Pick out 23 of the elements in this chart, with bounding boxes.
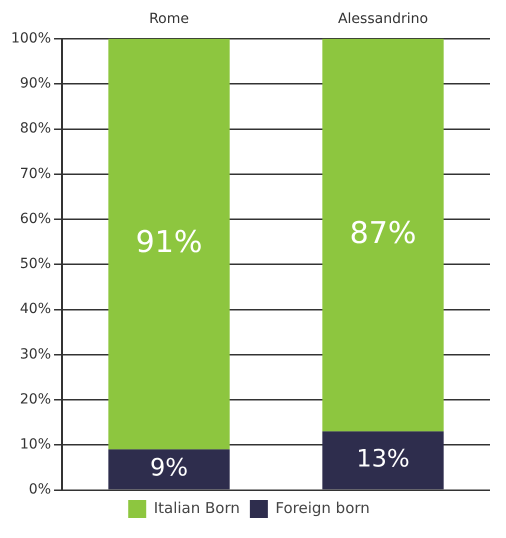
y-tick-label: 20% [20,391,52,408]
bar [108,449,230,490]
data-label: 87% [350,216,416,251]
y-tick-label: 80% [20,120,52,137]
y-tick-label: 30% [20,346,52,362]
legend-label: Foreign born [275,498,370,517]
y-tick-label: 100% [10,30,52,46]
y-tick-label: 70% [20,166,52,182]
y-tick-label: 0% [28,482,52,498]
y-tick-label: 40% [20,301,52,318]
y-tick-label: 90% [20,76,52,92]
data-label: 91% [136,224,202,260]
y-tick-label: 50% [20,256,52,272]
x-tick-label: Alessandrino [338,11,428,28]
legend-label: Italian Born [154,498,240,517]
x-tick-label: Rome [149,11,189,28]
y-tick-label: 60% [20,210,52,227]
data-label: 9% [150,454,188,482]
bar [108,38,230,450]
data-label: 13% [356,444,410,473]
bar [322,38,444,432]
bar [322,431,444,490]
y-tick-label: 10% [20,436,52,453]
